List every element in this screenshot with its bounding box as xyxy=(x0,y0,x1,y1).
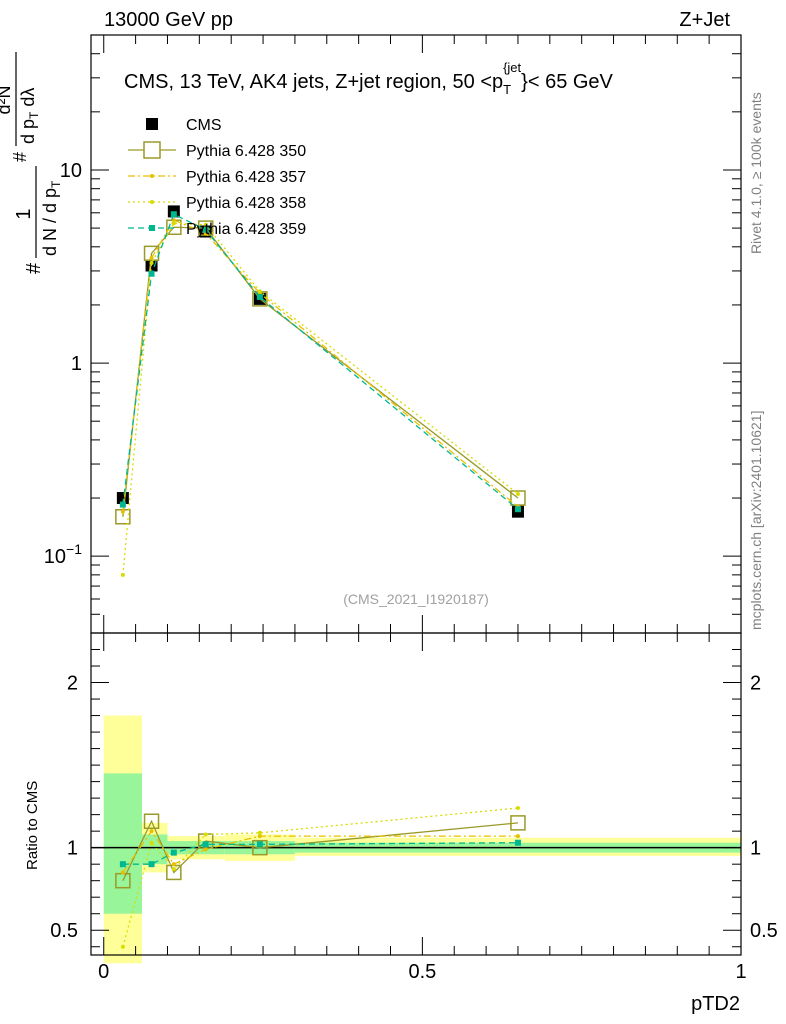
ratio-line-pythia-6-428-359 xyxy=(122,842,518,865)
ratio-point-pythia-6-428-359 xyxy=(202,841,209,848)
ratio-point-pythia-6-428-359 xyxy=(256,841,263,848)
main-y-tick-label: 10−1 xyxy=(44,541,82,568)
legend-marker xyxy=(150,174,154,178)
legend-marker xyxy=(146,118,158,130)
series-point-pythia-6-428-359 xyxy=(202,226,209,233)
ratio-point-pythia-6-428-357 xyxy=(515,834,520,839)
series-line-pythia-6-428-358 xyxy=(122,222,519,575)
analysis-watermark: (CMS_2021_I1920187) xyxy=(343,591,489,607)
legend: CMS Pythia 6.428 350 Pythia 6.428 357 Pythi… xyxy=(128,117,306,238)
ratio-point-pythia-6-428-357 xyxy=(149,829,154,834)
series-point-pythia-6-428-357 xyxy=(171,218,176,223)
ratio-y-tick-label-right: 2 xyxy=(750,673,761,695)
ylabel-hash-mid: # xyxy=(10,152,30,162)
legend-label: Pythia 6.428 350 xyxy=(186,143,306,160)
ylabel-frac1-num: 1 xyxy=(13,208,35,219)
ratio-point-pythia-6-428-358 xyxy=(149,840,154,845)
ratio-point-pythia-6-428-358 xyxy=(120,944,125,949)
ylabel-frac1-den: d N / d pT xyxy=(40,180,63,256)
legend-label: Pythia 6.428 358 xyxy=(186,195,306,212)
x-tick-label: 1 xyxy=(735,961,746,983)
ratio-point-pythia-6-428-359 xyxy=(148,861,155,868)
series-point-pythia-6-428-357 xyxy=(149,256,154,261)
ratio-point-pythia-6-428-350 xyxy=(143,813,160,829)
ratio-point-pythia-6-428-358 xyxy=(203,832,208,837)
ratio-point-pythia-6-428-357 xyxy=(257,834,262,839)
main-title: CMS, 13 TeV, AK4 jets, Z+jet region, 50 … xyxy=(124,60,614,97)
ratio-point-pythia-6-428-357 xyxy=(171,862,176,867)
header-process-label: Z+Jet xyxy=(679,9,730,31)
ratio-y-tick-label-left: 2 xyxy=(67,673,78,695)
header-energy-label: 13000 GeV pp xyxy=(104,9,233,31)
legend-label: Pythia 6.428 357 xyxy=(186,169,306,186)
ratio-point-pythia-6-428-359 xyxy=(170,849,177,856)
legend-label: Pythia 6.428 359 xyxy=(186,221,306,238)
x-tick-label: 0.5 xyxy=(408,961,436,983)
series-line-pythia-6-428-350 xyxy=(122,226,519,517)
series-point-pythia-6-428-359 xyxy=(170,211,177,218)
series-point-pythia-6-428-359 xyxy=(148,270,155,277)
ratio-point-pythia-6-428-359 xyxy=(119,861,126,868)
ratio-line-pythia-6-428-358 xyxy=(122,807,519,947)
ratio-plot-frame xyxy=(90,632,742,956)
series-point-pythia-6-428-358 xyxy=(257,289,262,294)
series-line-pythia-6-428-357 xyxy=(122,219,519,512)
ratio-y-axis-label: Ratio to CMS xyxy=(24,781,41,870)
main-y-tick-label: 10 xyxy=(60,160,82,182)
series-point-pythia-6-428-358 xyxy=(515,491,520,496)
ratio-point-pythia-6-428-358 xyxy=(515,806,520,811)
series-line-pythia-6-428-359 xyxy=(122,213,519,510)
series-point-pythia-6-428-358 xyxy=(149,260,154,265)
ratio-y-tick-label-right: 1 xyxy=(750,838,761,860)
ratio-y-tick-label-left: 1 xyxy=(67,838,78,860)
series-point-pythia-6-428-357 xyxy=(120,509,125,514)
legend-marker xyxy=(143,141,161,159)
main-y-axis-label: # 1 d N / d pT # d²N d pT dλ xyxy=(0,52,63,274)
mcplots-credit-label: mcplots.cern.ch [arXiv:2401.10621] xyxy=(748,411,764,630)
x-tick-label: 0 xyxy=(98,961,109,983)
ratio-point-pythia-6-428-358 xyxy=(257,830,262,835)
ratio-point-pythia-6-428-357 xyxy=(120,870,125,875)
ratio-point-pythia-6-428-350 xyxy=(252,839,268,856)
ratio-line-pythia-6-428-357 xyxy=(122,830,518,873)
series-point-pythia-6-428-358 xyxy=(171,221,176,226)
rivet-version-label: Rivet 4.1.0, ≥ 100k events xyxy=(748,92,764,254)
x-axis-label: pTD2 xyxy=(691,993,740,1015)
ratio-point-pythia-6-428-350 xyxy=(510,815,526,831)
ratio-point-pythia-6-428-358 xyxy=(171,867,176,872)
ratio-y-tick-label-left: 0.5 xyxy=(50,920,78,942)
series-point-pythia-6-428-359 xyxy=(256,293,263,300)
series-point-pythia-6-428-358 xyxy=(203,222,208,227)
legend-marker xyxy=(150,200,154,204)
series-point-pythia-6-428-359 xyxy=(514,506,521,513)
ylabel-hash-left: # xyxy=(23,262,45,274)
ratio-y-tick-label-right: 0.5 xyxy=(750,920,778,942)
main-y-tick-label: 1 xyxy=(71,353,82,375)
series-point-pythia-6-428-358 xyxy=(120,572,125,577)
ylabel-frac2-num: d²N xyxy=(0,85,14,114)
uncertainty-band-stat xyxy=(103,773,142,914)
ratio-point-pythia-6-428-357 xyxy=(203,847,208,852)
ylabel-frac2-den: d pT dλ xyxy=(18,88,41,144)
legend-label: CMS xyxy=(186,117,222,134)
series-point-pythia-6-428-359 xyxy=(119,501,126,508)
legend-marker xyxy=(149,225,155,231)
ratio-point-pythia-6-428-359 xyxy=(514,839,521,846)
